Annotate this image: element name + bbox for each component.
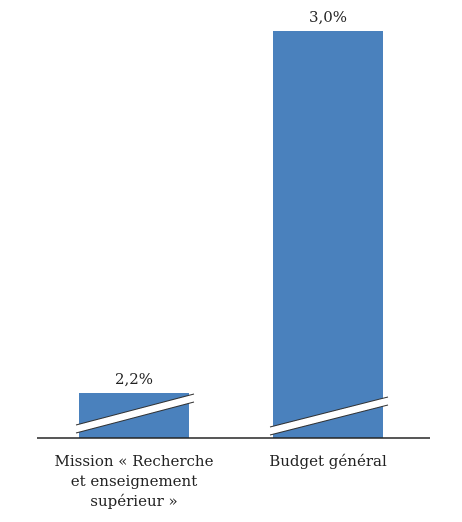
axis-break-edge-bottom-1 — [75, 401, 195, 434]
axis-break-2 — [269, 397, 389, 435]
value-label-1: 2,2% — [115, 370, 153, 388]
category-label-1-line-3: supérieur » — [90, 492, 177, 510]
category-label-1: Mission « Recherche et enseignement supéri… — [55, 452, 214, 510]
category-label-1-line-1: Mission « Recherche — [55, 452, 214, 470]
axis-break-edge-top-1 — [75, 393, 195, 426]
axis-break-1 — [75, 394, 195, 433]
category-label-2: Budget général — [269, 452, 387, 470]
category-label-1-line-2: et enseignement — [71, 472, 198, 490]
bar-2 — [273, 31, 383, 438]
value-label-2: 3,0% — [309, 8, 347, 26]
category-label-2-line-1: Budget général — [269, 452, 387, 470]
axis-break-edge-top-2 — [269, 396, 389, 428]
axis-break-edge-bottom-2 — [269, 404, 389, 436]
